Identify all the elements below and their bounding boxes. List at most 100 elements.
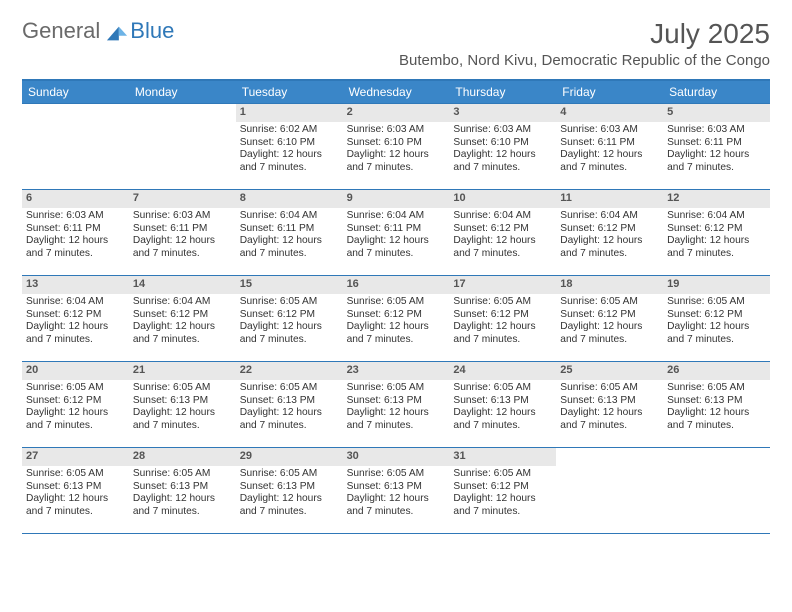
- day-number: 15: [236, 276, 343, 294]
- day-info: Sunrise: 6:04 AMSunset: 6:11 PMDaylight:…: [236, 208, 343, 265]
- sunset-line: Sunset: 6:11 PM: [133, 223, 232, 236]
- logo: General Blue: [22, 18, 174, 44]
- header: General Blue July 2025 Butembo, Nord Kiv…: [22, 18, 770, 69]
- calendar-grid: SundayMondayTuesdayWednesdayThursdayFrid…: [22, 79, 770, 534]
- calendar-cell: 22Sunrise: 6:05 AMSunset: 6:13 PMDayligh…: [236, 361, 343, 447]
- day-info: Sunrise: 6:03 AMSunset: 6:10 PMDaylight:…: [343, 122, 450, 179]
- day-info: Sunrise: 6:05 AMSunset: 6:13 PMDaylight:…: [236, 466, 343, 523]
- sunrise-line: Sunrise: 6:05 AM: [667, 382, 766, 395]
- sunrise-line: Sunrise: 6:04 AM: [133, 296, 232, 309]
- calendar-cell: 8Sunrise: 6:04 AMSunset: 6:11 PMDaylight…: [236, 189, 343, 275]
- daylight-line: Daylight: 12 hours and 7 minutes.: [453, 149, 552, 175]
- day-info: Sunrise: 6:04 AMSunset: 6:11 PMDaylight:…: [343, 208, 450, 265]
- sunset-line: Sunset: 6:11 PM: [560, 137, 659, 150]
- daylight-line: Daylight: 12 hours and 7 minutes.: [240, 321, 339, 347]
- title-block: July 2025 Butembo, Nord Kivu, Democratic…: [399, 18, 770, 69]
- sunrise-line: Sunrise: 6:05 AM: [347, 296, 446, 309]
- daylight-line: Daylight: 12 hours and 7 minutes.: [347, 321, 446, 347]
- daylight-line: Daylight: 12 hours and 7 minutes.: [667, 321, 766, 347]
- calendar-cell: 17Sunrise: 6:05 AMSunset: 6:12 PMDayligh…: [449, 275, 556, 361]
- day-info: Sunrise: 6:02 AMSunset: 6:10 PMDaylight:…: [236, 122, 343, 179]
- calendar-cell: 0: [663, 447, 770, 533]
- sunset-line: Sunset: 6:13 PM: [667, 395, 766, 408]
- calendar-cell: 27Sunrise: 6:05 AMSunset: 6:13 PMDayligh…: [22, 447, 129, 533]
- calendar-cell: 3Sunrise: 6:03 AMSunset: 6:10 PMDaylight…: [449, 103, 556, 189]
- sunset-line: Sunset: 6:12 PM: [667, 223, 766, 236]
- day-info: Sunrise: 6:05 AMSunset: 6:12 PMDaylight:…: [663, 294, 770, 351]
- daylight-line: Daylight: 12 hours and 7 minutes.: [347, 149, 446, 175]
- sunrise-line: Sunrise: 6:03 AM: [26, 210, 125, 223]
- calendar-cell: 16Sunrise: 6:05 AMSunset: 6:12 PMDayligh…: [343, 275, 450, 361]
- day-number: 30: [343, 448, 450, 466]
- sunset-line: Sunset: 6:10 PM: [347, 137, 446, 150]
- daylight-line: Daylight: 12 hours and 7 minutes.: [26, 321, 125, 347]
- sunrise-line: Sunrise: 6:05 AM: [240, 468, 339, 481]
- day-info: Sunrise: 6:03 AMSunset: 6:11 PMDaylight:…: [663, 122, 770, 179]
- calendar-cell: 21Sunrise: 6:05 AMSunset: 6:13 PMDayligh…: [129, 361, 236, 447]
- day-info: Sunrise: 6:03 AMSunset: 6:11 PMDaylight:…: [556, 122, 663, 179]
- sunset-line: Sunset: 6:13 PM: [240, 395, 339, 408]
- sunset-line: Sunset: 6:10 PM: [453, 137, 552, 150]
- day-header: Sunday: [22, 79, 129, 103]
- sunrise-line: Sunrise: 6:04 AM: [347, 210, 446, 223]
- day-info: Sunrise: 6:05 AMSunset: 6:12 PMDaylight:…: [236, 294, 343, 351]
- sunset-line: Sunset: 6:12 PM: [26, 395, 125, 408]
- day-info: Sunrise: 6:04 AMSunset: 6:12 PMDaylight:…: [22, 294, 129, 351]
- page-title: July 2025: [399, 18, 770, 50]
- day-number: 9: [343, 190, 450, 208]
- day-info: Sunrise: 6:03 AMSunset: 6:10 PMDaylight:…: [449, 122, 556, 179]
- calendar-cell: 25Sunrise: 6:05 AMSunset: 6:13 PMDayligh…: [556, 361, 663, 447]
- daylight-line: Daylight: 12 hours and 7 minutes.: [560, 235, 659, 261]
- sunrise-line: Sunrise: 6:05 AM: [560, 382, 659, 395]
- day-info: Sunrise: 6:05 AMSunset: 6:13 PMDaylight:…: [663, 380, 770, 437]
- daylight-line: Daylight: 12 hours and 7 minutes.: [667, 149, 766, 175]
- day-info: Sunrise: 6:05 AMSunset: 6:12 PMDaylight:…: [449, 294, 556, 351]
- day-info: Sunrise: 6:05 AMSunset: 6:13 PMDaylight:…: [343, 466, 450, 523]
- daylight-line: Daylight: 12 hours and 7 minutes.: [560, 321, 659, 347]
- day-number: 23: [343, 362, 450, 380]
- day-number: 19: [663, 276, 770, 294]
- day-number: 31: [449, 448, 556, 466]
- day-number: 10: [449, 190, 556, 208]
- sunset-line: Sunset: 6:13 PM: [347, 481, 446, 494]
- day-number: 18: [556, 276, 663, 294]
- daylight-line: Daylight: 12 hours and 7 minutes.: [453, 235, 552, 261]
- sunrise-line: Sunrise: 6:03 AM: [453, 124, 552, 137]
- day-number: 24: [449, 362, 556, 380]
- calendar-cell: 9Sunrise: 6:04 AMSunset: 6:11 PMDaylight…: [343, 189, 450, 275]
- sunrise-line: Sunrise: 6:04 AM: [560, 210, 659, 223]
- day-info: Sunrise: 6:05 AMSunset: 6:13 PMDaylight:…: [343, 380, 450, 437]
- day-number: 6: [22, 190, 129, 208]
- day-info: Sunrise: 6:04 AMSunset: 6:12 PMDaylight:…: [663, 208, 770, 265]
- sunset-line: Sunset: 6:13 PM: [240, 481, 339, 494]
- day-number: 27: [22, 448, 129, 466]
- sunset-line: Sunset: 6:13 PM: [133, 395, 232, 408]
- sunset-line: Sunset: 6:12 PM: [560, 223, 659, 236]
- day-number: 13: [22, 276, 129, 294]
- day-info: Sunrise: 6:03 AMSunset: 6:11 PMDaylight:…: [22, 208, 129, 265]
- sunrise-line: Sunrise: 6:05 AM: [26, 468, 125, 481]
- daylight-line: Daylight: 12 hours and 7 minutes.: [240, 407, 339, 433]
- sunrise-line: Sunrise: 6:05 AM: [667, 296, 766, 309]
- daylight-line: Daylight: 12 hours and 7 minutes.: [240, 149, 339, 175]
- day-info: Sunrise: 6:05 AMSunset: 6:12 PMDaylight:…: [556, 294, 663, 351]
- logo-word-1: General: [22, 18, 100, 44]
- sunset-line: Sunset: 6:13 PM: [26, 481, 125, 494]
- day-header: Monday: [129, 79, 236, 103]
- day-number: 8: [236, 190, 343, 208]
- calendar-cell: 15Sunrise: 6:05 AMSunset: 6:12 PMDayligh…: [236, 275, 343, 361]
- calendar-cell: 18Sunrise: 6:05 AMSunset: 6:12 PMDayligh…: [556, 275, 663, 361]
- day-header: Wednesday: [343, 79, 450, 103]
- sunrise-line: Sunrise: 6:03 AM: [667, 124, 766, 137]
- daylight-line: Daylight: 12 hours and 7 minutes.: [453, 493, 552, 519]
- day-header: Tuesday: [236, 79, 343, 103]
- day-number: 29: [236, 448, 343, 466]
- calendar-cell: 0: [22, 103, 129, 189]
- daylight-line: Daylight: 12 hours and 7 minutes.: [240, 235, 339, 261]
- sunrise-line: Sunrise: 6:04 AM: [26, 296, 125, 309]
- logo-word-2: Blue: [130, 18, 174, 44]
- daylight-line: Daylight: 12 hours and 7 minutes.: [347, 235, 446, 261]
- day-info: Sunrise: 6:05 AMSunset: 6:13 PMDaylight:…: [129, 380, 236, 437]
- calendar-cell: 28Sunrise: 6:05 AMSunset: 6:13 PMDayligh…: [129, 447, 236, 533]
- daylight-line: Daylight: 12 hours and 7 minutes.: [347, 407, 446, 433]
